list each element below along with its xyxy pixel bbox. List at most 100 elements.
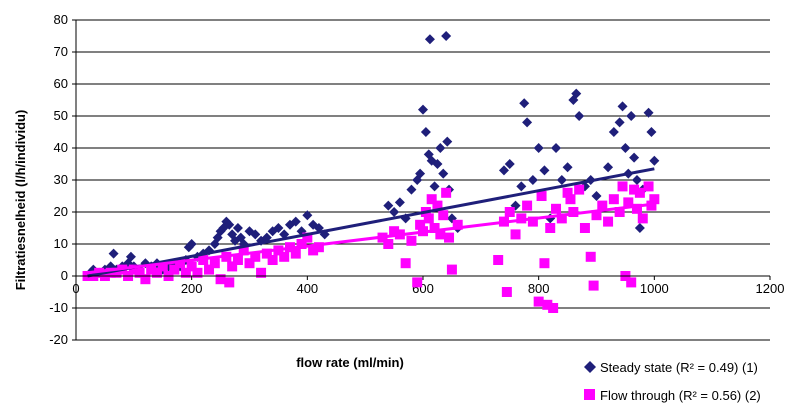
data-point-flow-through	[603, 216, 614, 227]
data-point-steady-state	[432, 159, 443, 169]
data-point-flow-through	[389, 226, 400, 237]
data-point-steady-state	[631, 175, 642, 185]
data-point-steady-state	[442, 136, 453, 147]
data-point-flow-through	[313, 242, 324, 253]
data-point-flow-through	[579, 223, 590, 233]
data-point-flow-through	[290, 248, 301, 259]
data-point-flow-through	[415, 219, 426, 230]
data-point-flow-through	[175, 258, 186, 269]
data-point-steady-state	[250, 229, 261, 240]
data-point-flow-through	[551, 203, 562, 214]
data-point-steady-state	[626, 111, 637, 121]
data-point-flow-through	[429, 223, 440, 233]
data-point-steady-state	[394, 197, 405, 208]
data-point-steady-state	[614, 117, 625, 128]
y-tick-label: 40	[54, 140, 68, 155]
data-point-flow-through	[412, 277, 423, 288]
data-point-flow-through	[140, 274, 151, 285]
data-point-flow-through	[634, 187, 645, 198]
data-point-flow-through	[209, 258, 220, 269]
data-point-steady-state	[519, 98, 530, 109]
data-point-flow-through	[533, 296, 544, 307]
data-point-flow-through	[539, 258, 550, 269]
data-point-flow-through	[446, 264, 457, 275]
x-tick-label: 1000	[640, 281, 669, 296]
y-tick-labels: -20 -10 0 10 20 30 40 50 60 70 80	[49, 12, 68, 347]
data-point-flow-through	[643, 181, 654, 192]
data-point-steady-state	[429, 181, 440, 192]
data-point-steady-state	[420, 127, 431, 137]
y-tick-label: 0	[61, 268, 68, 283]
data-point-steady-state	[603, 162, 614, 173]
data-point-steady-state	[629, 152, 640, 163]
data-point-steady-state	[273, 223, 284, 233]
data-point-flow-through	[542, 299, 553, 310]
data-point-flow-through	[256, 267, 267, 278]
legend-label-flow-through: Flow through (R² = 0.56) (2)	[600, 388, 761, 403]
y-axis-label: Filtratiesnelheid (l/h/individu)	[13, 110, 28, 291]
legend: Steady state (R² = 0.49) (1) Flow throug…	[584, 360, 761, 403]
data-point-flow-through	[441, 187, 452, 198]
x-tick-label: 1200	[756, 281, 785, 296]
data-point-steady-state	[224, 219, 235, 230]
x-tick-label: 800	[528, 281, 550, 296]
data-point-steady-state	[438, 168, 449, 179]
data-point-flow-through	[180, 267, 191, 278]
data-point-flow-through	[527, 216, 538, 227]
data-point-flow-through	[556, 213, 567, 224]
data-point-flow-through	[626, 277, 637, 288]
data-point-steady-state	[539, 165, 550, 176]
data-point-flow-through	[308, 245, 319, 256]
data-point-steady-state	[302, 210, 313, 221]
legend-marker-diamond	[584, 361, 596, 373]
data-point-flow-through	[452, 219, 463, 230]
data-point-flow-through	[617, 181, 628, 192]
y-tick-label: 50	[54, 108, 68, 123]
data-point-steady-state	[643, 107, 654, 118]
data-point-flow-through	[261, 248, 272, 259]
data-point-flow-through	[432, 200, 443, 211]
data-point-flow-through	[134, 267, 145, 278]
trendline-steady-state	[87, 167, 655, 278]
data-point-flow-through	[232, 255, 243, 265]
data-point-steady-state	[418, 104, 428, 115]
data-point-flow-through	[591, 210, 602, 221]
data-point-steady-state	[556, 175, 567, 185]
data-point-flow-through	[426, 194, 437, 205]
data-point-steady-state	[389, 207, 400, 217]
data-point-flow-through	[548, 303, 559, 313]
data-point-flow-through	[302, 232, 313, 243]
data-point-steady-state	[232, 223, 243, 233]
data-point-flow-through	[623, 197, 634, 208]
data-point-flow-through	[444, 232, 455, 243]
data-point-flow-through	[111, 267, 122, 278]
data-point-flow-through	[562, 187, 573, 198]
data-point-flow-through	[146, 264, 157, 275]
y-tick-label: -10	[49, 300, 68, 315]
data-point-flow-through	[151, 267, 162, 278]
axes	[72, 19, 771, 341]
trendline-flow-through	[87, 202, 655, 275]
data-point-flow-through	[608, 194, 619, 205]
data-point-flow-through	[157, 261, 168, 272]
data-point-flow-through	[649, 194, 660, 205]
data-point-flow-through	[597, 200, 608, 211]
y-tick-label: 30	[54, 172, 68, 187]
data-point-steady-state	[617, 101, 628, 112]
data-point-steady-state	[649, 155, 660, 166]
data-point-flow-through	[588, 280, 599, 291]
data-point-flow-through	[574, 184, 585, 195]
data-point-flow-through	[565, 194, 576, 205]
data-point-flow-through	[192, 267, 203, 278]
data-point-flow-through	[400, 258, 411, 269]
data-point-steady-state	[516, 181, 527, 192]
data-point-flow-through	[522, 200, 533, 211]
data-point-flow-through	[227, 261, 238, 272]
y-tick-label: 10	[54, 236, 68, 251]
x-tick-label: 200	[181, 281, 203, 296]
data-point-steady-state	[125, 251, 136, 262]
data-point-flow-through	[279, 251, 290, 262]
data-point-flow-through	[637, 213, 648, 224]
data-point-steady-state	[608, 127, 619, 137]
